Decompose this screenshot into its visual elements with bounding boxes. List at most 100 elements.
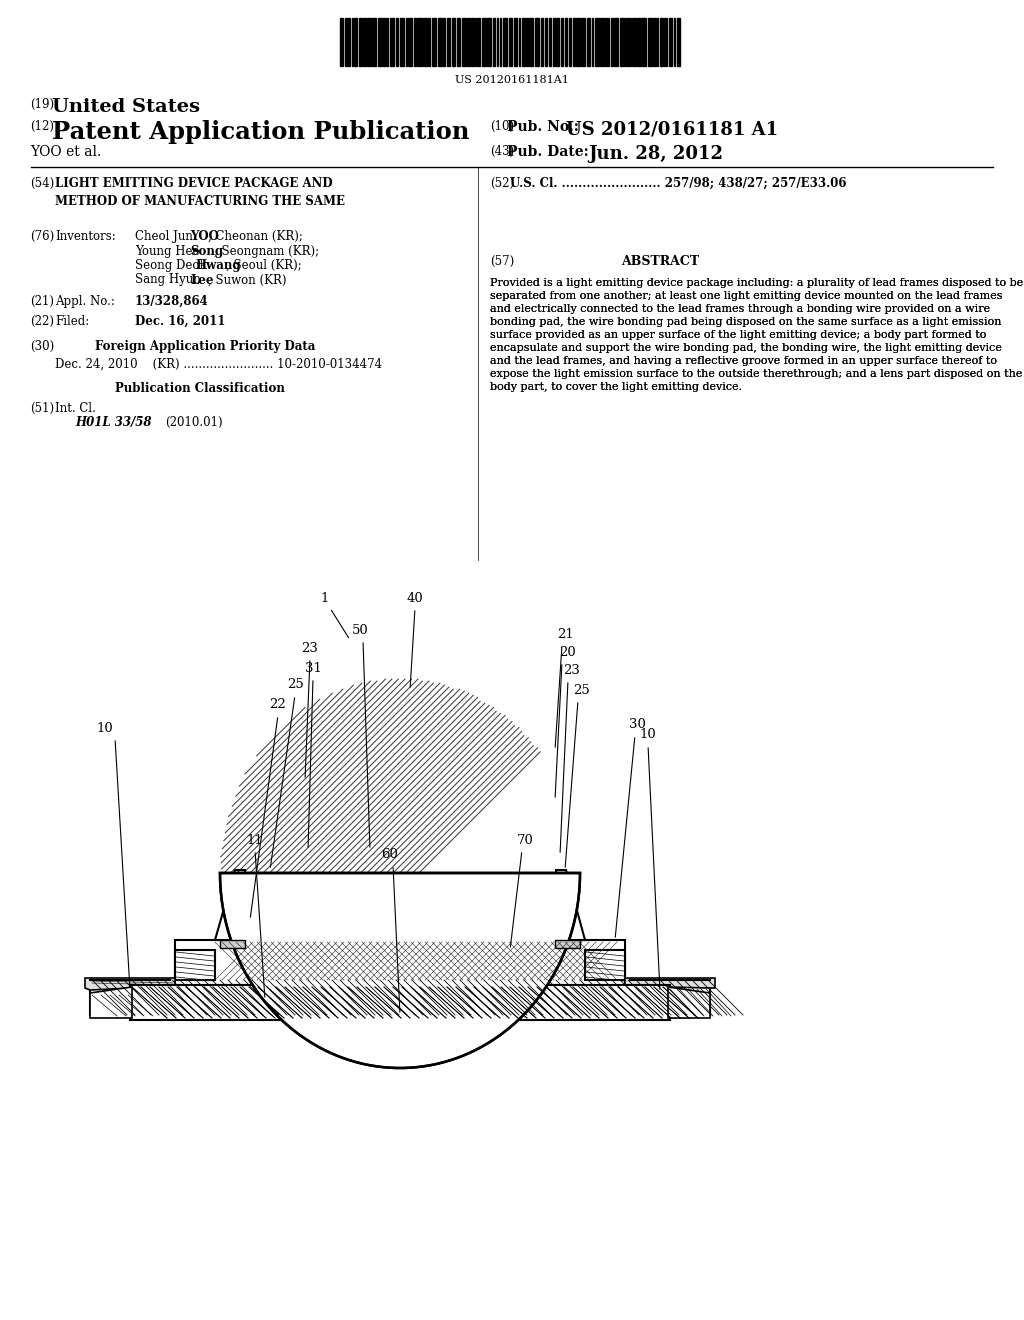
- Polygon shape: [215, 870, 245, 940]
- Bar: [514, 18, 517, 66]
- Text: , Suwon (KR): , Suwon (KR): [208, 273, 287, 286]
- Bar: [611, 18, 613, 66]
- Bar: [487, 18, 490, 66]
- Text: 70: 70: [516, 833, 534, 846]
- Text: US 2012/0161181 A1: US 2012/0161181 A1: [566, 120, 778, 139]
- Text: Provided is a light emitting device package including: a plurality of lead frame: Provided is a light emitting device pack…: [490, 279, 1023, 392]
- Bar: [561, 18, 563, 66]
- Bar: [414, 18, 416, 66]
- Bar: [347, 18, 350, 66]
- Bar: [573, 18, 575, 66]
- Bar: [522, 18, 525, 66]
- Text: U.S. Cl. ........................ 257/98; 438/27; 257/E33.06: U.S. Cl. ........................ 257/98…: [510, 177, 847, 190]
- Text: Filed:: Filed:: [55, 315, 89, 327]
- Bar: [648, 18, 652, 66]
- Bar: [175, 950, 215, 979]
- Bar: [386, 18, 388, 66]
- Bar: [432, 18, 436, 66]
- Bar: [175, 940, 625, 985]
- Text: , Seongnam (KR);: , Seongnam (KR);: [214, 244, 319, 257]
- Text: 50: 50: [351, 623, 369, 636]
- Text: YOO et al.: YOO et al.: [30, 145, 101, 158]
- Text: (21): (21): [30, 294, 54, 308]
- Bar: [378, 18, 382, 66]
- Bar: [545, 18, 547, 66]
- Bar: [614, 18, 618, 66]
- Text: ABSTRACT: ABSTRACT: [621, 255, 699, 268]
- Text: (30): (30): [30, 341, 54, 352]
- Bar: [390, 18, 394, 66]
- Bar: [362, 18, 366, 66]
- Bar: [220, 940, 245, 948]
- Bar: [585, 950, 625, 979]
- Text: 20: 20: [560, 645, 577, 659]
- Text: 21: 21: [557, 628, 573, 642]
- Text: Publication Classification: Publication Classification: [115, 381, 285, 395]
- Text: Int. Cl.: Int. Cl.: [55, 403, 96, 414]
- Bar: [595, 18, 599, 66]
- Bar: [359, 18, 362, 66]
- Text: Seong Deok: Seong Deok: [135, 259, 210, 272]
- Text: H01L 33/58: H01L 33/58: [75, 416, 152, 429]
- Polygon shape: [625, 978, 715, 987]
- Text: 10: 10: [96, 722, 114, 734]
- Bar: [555, 940, 580, 948]
- Text: (57): (57): [490, 255, 514, 268]
- Bar: [509, 18, 512, 66]
- Bar: [600, 18, 604, 66]
- Text: United States: United States: [52, 98, 200, 116]
- Text: 30: 30: [629, 718, 645, 731]
- Text: Young Hee: Young Hee: [135, 244, 203, 257]
- Polygon shape: [85, 978, 175, 990]
- Bar: [482, 18, 486, 66]
- Text: (51): (51): [30, 403, 54, 414]
- Bar: [581, 18, 585, 66]
- Text: (54): (54): [30, 177, 54, 190]
- Bar: [541, 18, 543, 66]
- Text: 23: 23: [563, 664, 581, 676]
- Bar: [637, 18, 641, 66]
- Bar: [529, 18, 534, 66]
- Bar: [633, 18, 636, 66]
- Text: 22: 22: [269, 698, 287, 711]
- Text: , Seoul (KR);: , Seoul (KR);: [225, 259, 301, 272]
- Bar: [340, 18, 343, 66]
- Text: 13/328,864: 13/328,864: [135, 294, 209, 308]
- Bar: [660, 18, 663, 66]
- Text: Sang Hyun: Sang Hyun: [135, 273, 205, 286]
- Bar: [354, 18, 357, 66]
- Polygon shape: [90, 987, 132, 1018]
- Bar: [447, 18, 450, 66]
- Polygon shape: [130, 985, 670, 1020]
- Bar: [587, 18, 590, 66]
- Text: 1: 1: [321, 591, 329, 605]
- Bar: [452, 18, 455, 66]
- Text: Dec. 16, 2011: Dec. 16, 2011: [135, 315, 225, 327]
- Bar: [424, 18, 427, 66]
- Text: Provided is a light emitting device package including: a plurality of lead frame: Provided is a light emitting device pack…: [490, 279, 1023, 392]
- Text: (52): (52): [490, 177, 514, 190]
- Text: (2010.01): (2010.01): [165, 416, 222, 429]
- Text: (19): (19): [30, 98, 54, 111]
- Bar: [367, 18, 371, 66]
- Text: Inventors:: Inventors:: [55, 230, 116, 243]
- Text: Jun. 28, 2012: Jun. 28, 2012: [588, 145, 723, 162]
- Bar: [443, 18, 445, 66]
- Bar: [677, 18, 680, 66]
- Bar: [383, 18, 385, 66]
- Bar: [620, 18, 624, 66]
- Text: 11: 11: [247, 833, 263, 846]
- Bar: [642, 18, 646, 66]
- Bar: [417, 18, 421, 66]
- Bar: [408, 18, 412, 66]
- Bar: [400, 18, 404, 66]
- Polygon shape: [556, 870, 585, 940]
- Text: 40: 40: [407, 591, 423, 605]
- Polygon shape: [668, 987, 710, 1018]
- Text: (76): (76): [30, 230, 54, 243]
- Text: Lee: Lee: [190, 273, 213, 286]
- Bar: [396, 18, 398, 66]
- Bar: [669, 18, 672, 66]
- Bar: [605, 18, 607, 66]
- Bar: [627, 18, 630, 66]
